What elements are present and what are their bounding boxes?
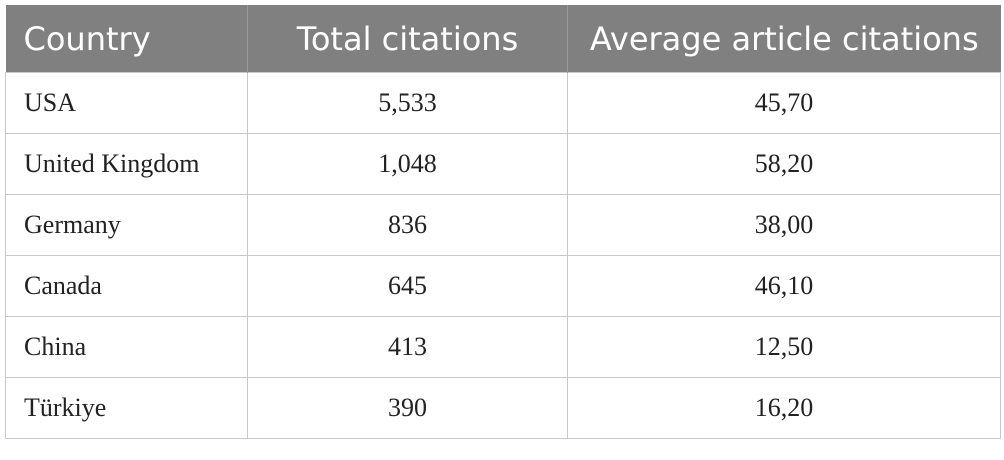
table-cell: 12,50 <box>567 316 1001 378</box>
table-body: USA 5,533 45,70 United Kingdom 1,048 58,20 Ger… <box>5 72 1001 439</box>
table-cell: 46,10 <box>567 255 1001 317</box>
table-cell: United Kingdom <box>5 133 248 195</box>
table-row: United Kingdom 1,048 58,20 <box>5 133 1001 195</box>
table-row: Türkiye 390 16,20 <box>5 377 1001 439</box>
table-cell: 1,048 <box>247 133 568 195</box>
table-row: Germany 836 38,00 <box>5 194 1001 256</box>
column-header: Total citations <box>247 5 568 73</box>
table-cell: 645 <box>247 255 568 317</box>
table-cell: China <box>5 316 248 378</box>
table-row: China 413 12,50 <box>5 316 1001 378</box>
table-header: Country Total citations Average article ci… <box>5 5 1001 73</box>
column-header: Average article citations <box>567 5 1001 73</box>
table-cell: 390 <box>247 377 568 439</box>
table-cell: 58,20 <box>567 133 1001 195</box>
table-row: USA 5,533 45,70 <box>5 72 1001 134</box>
table-cell: 38,00 <box>567 194 1001 256</box>
column-header: Country <box>5 5 248 73</box>
table-cell: Canada <box>5 255 248 317</box>
table-cell: 45,70 <box>567 72 1001 134</box>
table-cell: 16,20 <box>567 377 1001 439</box>
citations-table: Country Total citations Average article ci… <box>5 5 1001 439</box>
table-cell: 5,533 <box>247 72 568 134</box>
table-row: Canada 645 46,10 <box>5 255 1001 317</box>
header-row: Country Total citations Average article ci… <box>5 5 1001 73</box>
table-cell: 836 <box>247 194 568 256</box>
table-cell: 413 <box>247 316 568 378</box>
table-cell: Türkiye <box>5 377 248 439</box>
table-cell: USA <box>5 72 248 134</box>
table-cell: Germany <box>5 194 248 256</box>
